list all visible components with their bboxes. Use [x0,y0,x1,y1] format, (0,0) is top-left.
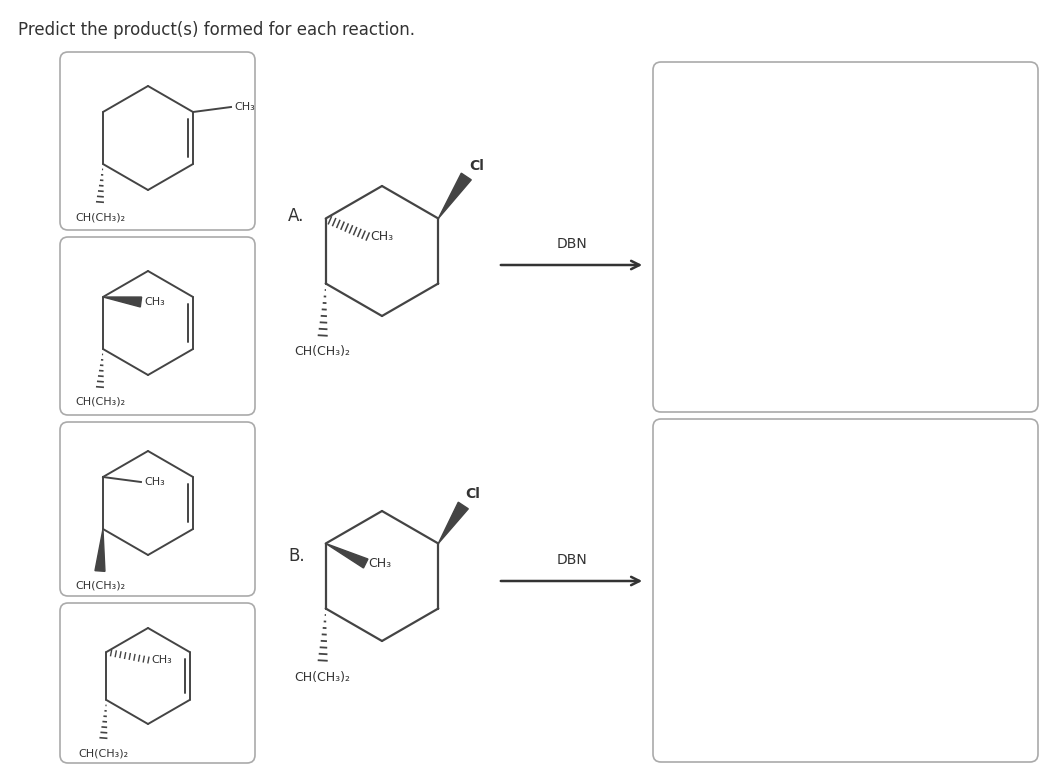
FancyBboxPatch shape [653,419,1038,762]
Text: CH(CH₃)₂: CH(CH₃)₂ [75,212,125,222]
Text: Cl: Cl [466,487,480,501]
FancyBboxPatch shape [60,237,254,415]
FancyBboxPatch shape [60,52,254,230]
Polygon shape [103,297,142,307]
Text: CH₃: CH₃ [234,102,254,112]
Text: CH₃: CH₃ [144,297,165,307]
Text: CH(CH₃)₂: CH(CH₃)₂ [75,581,125,591]
Text: CH₃: CH₃ [369,557,392,570]
FancyBboxPatch shape [60,603,254,763]
Text: CH(CH₃)₂: CH(CH₃)₂ [295,345,351,359]
Text: CH₃: CH₃ [371,230,394,243]
Polygon shape [95,529,105,571]
Text: CH₃: CH₃ [151,655,172,665]
Polygon shape [325,544,367,568]
Text: B.: B. [288,547,304,565]
Text: CH(CH₃)₂: CH(CH₃)₂ [78,748,129,758]
Text: Predict the product(s) formed for each reaction.: Predict the product(s) formed for each r… [18,21,415,39]
Text: DBN: DBN [557,237,587,251]
Text: DBN: DBN [557,553,587,567]
Text: A.: A. [288,207,304,225]
Text: Cl: Cl [469,159,484,173]
Text: CH(CH₃)₂: CH(CH₃)₂ [295,671,351,684]
Polygon shape [438,173,471,218]
Text: CH(CH₃)₂: CH(CH₃)₂ [75,397,125,407]
FancyBboxPatch shape [60,422,254,596]
FancyBboxPatch shape [653,62,1038,412]
Polygon shape [438,502,468,544]
Text: CH₃: CH₃ [144,477,165,487]
